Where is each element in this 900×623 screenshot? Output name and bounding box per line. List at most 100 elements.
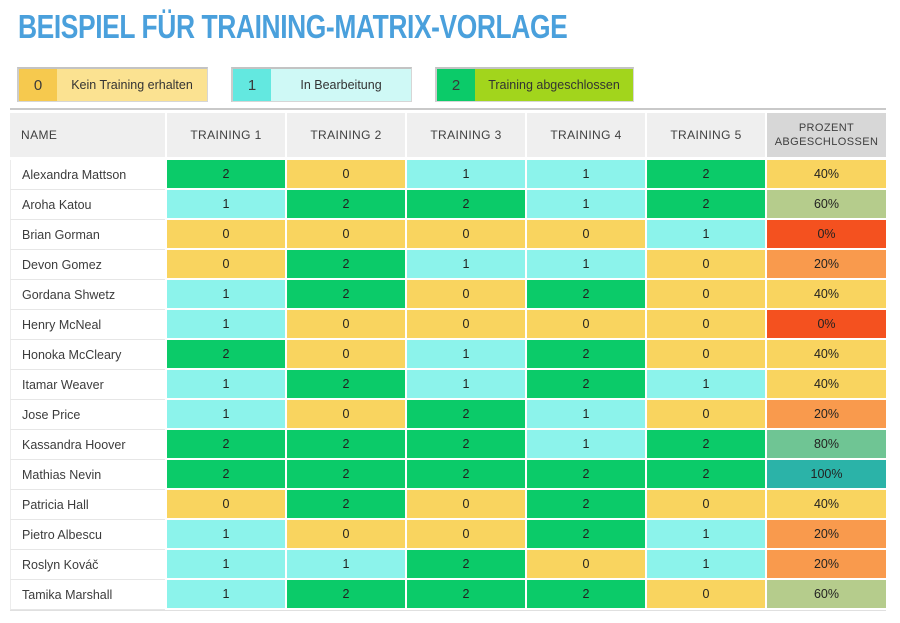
score-cell: 2 <box>287 490 405 520</box>
score-cell: 1 <box>407 160 525 190</box>
legend-label-in-progress: In Bearbeitung <box>271 69 411 101</box>
percent-complete-cell: 40% <box>767 340 886 370</box>
legend-item-completed: 2 Training abgeschlossen <box>435 67 634 102</box>
legend-value-2: 2 <box>437 69 475 101</box>
score-cell: 2 <box>527 340 645 370</box>
score-cell: 1 <box>167 370 285 400</box>
score-cell: 0 <box>527 550 645 580</box>
score-cell: 1 <box>167 400 285 430</box>
score-cell: 0 <box>167 250 285 280</box>
score-cell: 1 <box>527 400 645 430</box>
score-cell: 1 <box>167 280 285 310</box>
score-cell: 0 <box>647 340 765 370</box>
score-cell: 2 <box>527 460 645 490</box>
employee-name-cell: Kassandra Hoover <box>10 430 165 460</box>
page: BEISPIEL FÜR TRAINING-MATRIX-VORLAGE 0 K… <box>0 8 900 623</box>
score-cell: 0 <box>527 310 645 340</box>
table-row: Kassandra Hoover 2 2 2 1 2 80% <box>10 430 886 460</box>
employee-name-cell: Henry McNeal <box>10 310 165 340</box>
score-cell: 1 <box>527 190 645 220</box>
legend-label-completed: Training abgeschlossen <box>475 69 633 101</box>
score-cell: 1 <box>647 220 765 250</box>
page-title: BEISPIEL FÜR TRAINING-MATRIX-VORLAGE <box>18 8 568 45</box>
percent-complete-cell: 40% <box>767 490 886 520</box>
score-cell: 1 <box>407 250 525 280</box>
legend-item-no-training: 0 Kein Training erhalten <box>17 67 208 102</box>
table-row: Patricia Hall 0 2 0 2 0 40% <box>10 490 886 520</box>
column-header-training-3: TRAINING 3 <box>407 113 525 160</box>
percent-complete-cell: 60% <box>767 190 886 220</box>
score-cell: 0 <box>407 520 525 550</box>
score-cell: 2 <box>407 460 525 490</box>
score-cell: 2 <box>527 580 645 610</box>
percent-complete-cell: 100% <box>767 460 886 490</box>
score-cell: 0 <box>167 220 285 250</box>
legend-item-in-progress: 1 In Bearbeitung <box>231 67 412 102</box>
score-cell: 1 <box>167 550 285 580</box>
score-cell: 2 <box>527 520 645 550</box>
employee-name-cell: Aroha Katou <box>10 190 165 220</box>
percent-complete-cell: 20% <box>767 400 886 430</box>
score-cell: 2 <box>527 280 645 310</box>
score-cell: 1 <box>167 310 285 340</box>
score-cell: 2 <box>527 490 645 520</box>
score-cell: 2 <box>647 190 765 220</box>
score-cell: 0 <box>287 160 405 190</box>
table-top-divider <box>10 108 886 110</box>
score-cell: 2 <box>407 430 525 460</box>
percent-complete-cell: 40% <box>767 370 886 400</box>
score-cell: 0 <box>287 340 405 370</box>
score-cell: 0 <box>167 490 285 520</box>
employee-name-cell: Honoka McCleary <box>10 340 165 370</box>
score-cell: 1 <box>527 430 645 460</box>
score-cell: 2 <box>647 460 765 490</box>
score-cell: 2 <box>647 430 765 460</box>
percent-complete-cell: 40% <box>767 280 886 310</box>
table-row: Mathias Nevin 2 2 2 2 2 100% <box>10 460 886 490</box>
percent-complete-cell: 20% <box>767 250 886 280</box>
employee-name-cell: Devon Gomez <box>10 250 165 280</box>
score-cell: 0 <box>407 310 525 340</box>
training-matrix-table: NAME TRAINING 1 TRAINING 2 TRAINING 3 TRAINI… <box>10 113 886 611</box>
score-cell: 1 <box>527 160 645 190</box>
percent-complete-cell: 80% <box>767 430 886 460</box>
score-cell: 0 <box>527 220 645 250</box>
employee-name-cell: Jose Price <box>10 400 165 430</box>
score-cell: 0 <box>287 520 405 550</box>
score-cell: 1 <box>407 340 525 370</box>
table-header-row: NAME TRAINING 1 TRAINING 2 TRAINING 3 TRAINI… <box>10 113 886 160</box>
employee-name-cell: Gordana Shwetz <box>10 280 165 310</box>
employee-name-cell: Patricia Hall <box>10 490 165 520</box>
score-cell: 2 <box>287 580 405 610</box>
score-cell: 1 <box>167 520 285 550</box>
score-cell: 2 <box>527 370 645 400</box>
column-header-prozent-abgeschlossen: PROZENT ABGESCHLOSSEN <box>767 113 886 160</box>
score-cell: 2 <box>407 400 525 430</box>
legend-value-0: 0 <box>19 69 57 101</box>
score-cell: 0 <box>647 280 765 310</box>
table-row: Tamika Marshall 1 2 2 2 0 60% <box>10 580 886 610</box>
table-row: Henry McNeal 1 0 0 0 0 0% <box>10 310 886 340</box>
score-cell: 1 <box>647 550 765 580</box>
score-cell: 2 <box>167 340 285 370</box>
score-cell: 1 <box>287 550 405 580</box>
score-cell: 0 <box>407 220 525 250</box>
column-header-training-5: TRAINING 5 <box>647 113 765 160</box>
score-cell: 2 <box>287 280 405 310</box>
percent-complete-cell: 20% <box>767 520 886 550</box>
employee-name-cell: Itamar Weaver <box>10 370 165 400</box>
table-row: Roslyn Kováč 1 1 2 0 1 20% <box>10 550 886 580</box>
score-cell: 2 <box>287 250 405 280</box>
score-cell: 2 <box>287 460 405 490</box>
score-cell: 2 <box>407 580 525 610</box>
table-row: Itamar Weaver 1 2 1 2 1 40% <box>10 370 886 400</box>
score-cell: 0 <box>647 580 765 610</box>
score-cell: 2 <box>167 160 285 190</box>
table-row: Devon Gomez 0 2 1 1 0 20% <box>10 250 886 280</box>
percent-complete-cell: 40% <box>767 160 886 190</box>
score-cell: 2 <box>287 430 405 460</box>
percent-complete-cell: 60% <box>767 580 886 610</box>
percent-complete-cell: 0% <box>767 310 886 340</box>
score-cell: 0 <box>647 310 765 340</box>
score-cell: 1 <box>167 580 285 610</box>
